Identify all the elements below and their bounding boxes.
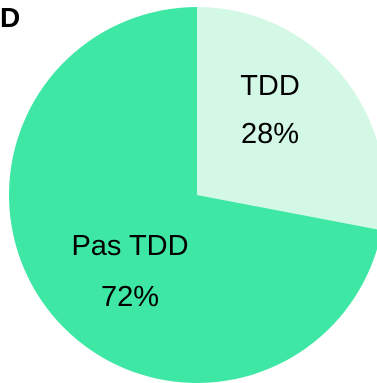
pie-labels: TDD 28% Pas TDD 72% — [71, 70, 299, 313]
pie-slice-pas-tdd — [9, 7, 377, 383]
slice-value-label: 28% — [241, 118, 299, 150]
slice-name-label: Pas TDD — [71, 230, 188, 262]
pie-slices — [9, 7, 377, 383]
slice-value-label: 72% — [101, 281, 159, 313]
panel-letter: D — [0, 2, 21, 33]
pie-slice-tdd — [197, 7, 377, 230]
slice-name-label: TDD — [240, 70, 300, 102]
